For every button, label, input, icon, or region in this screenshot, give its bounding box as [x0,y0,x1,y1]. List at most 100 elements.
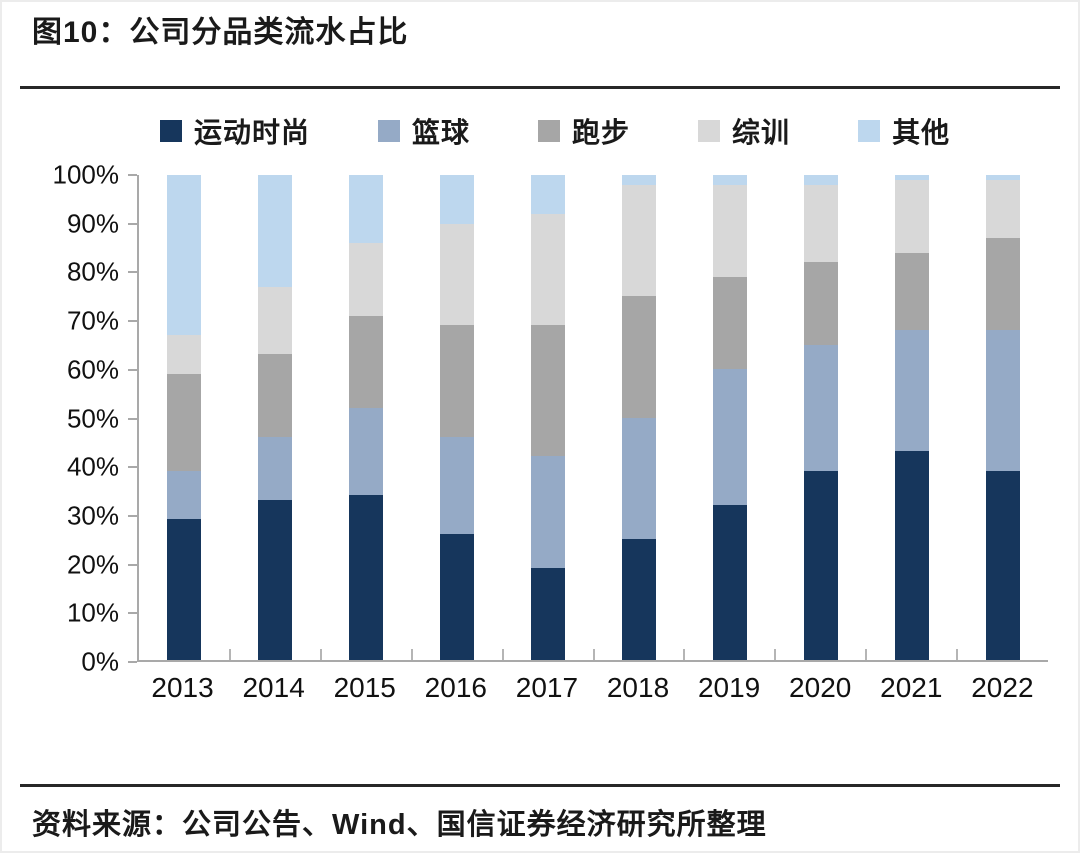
bar-segment [531,567,566,660]
stacked-bar-chart: 运动时尚 篮球 跑步 综训 其他 100% 90% 80% 70% 60% 50% 40% 30% 20… [2,111,1078,704]
bar-segment [167,335,202,374]
source-divider [20,784,1060,787]
bar-segment [258,286,293,355]
bar-slot-2019 [684,175,775,660]
bar-segment [803,184,838,263]
stacked-bar-2019 [712,175,747,660]
y-tick-label: 30% [66,500,119,531]
x-category-label: 2015 [333,672,396,703]
x-category-label: 2016 [424,672,487,703]
bar-segment [712,175,747,185]
bar-segment [349,242,384,316]
legend-label: 综训 [732,117,791,148]
y-tick-mark [128,174,137,176]
y-tick-mark [128,563,137,566]
bar-segment [894,330,929,452]
x-category-label: 2022 [971,672,1034,703]
stacked-bar-2015 [349,175,384,660]
y-tick-mark [128,320,137,323]
x-tick-mark [956,649,959,660]
bar-segment [167,519,202,660]
legend-swatch-icon [698,120,721,142]
y-tick-label: 70% [66,305,119,336]
y-tick-label: 60% [66,354,119,385]
legend-label: 运动时尚 [194,117,311,148]
y-tick-mark [128,661,137,663]
bar-segment [985,330,1020,471]
x-tick-mark [319,649,322,660]
legend-swatch-icon [538,120,561,142]
bar-segment [258,175,293,287]
bar-segment [440,175,475,224]
bar-segment [894,451,929,660]
title-divider [20,86,1060,89]
bar-segment [167,470,202,520]
bar-segment [531,456,566,568]
bar-segment [894,252,929,331]
bar-segment [531,175,566,214]
bar-segment [712,184,747,277]
bar-segment [985,179,1020,239]
bar-segment [621,417,656,539]
bar-segment [985,238,1020,331]
bar-segment [349,315,384,408]
bar-slot-2014 [230,175,321,660]
bar-segment [621,184,656,297]
bar-slot-2013 [139,175,230,660]
bar-segment [167,373,202,471]
legend-item-2: 跑步 [538,111,630,151]
x-tick-mark [865,649,868,660]
bar-segment [258,499,293,660]
bar-segment [803,344,838,471]
y-tick-label: 20% [66,549,119,580]
x-axis: 2013 2014 2015 2016 2017 2018 2019 2020 2021 2022 [137,672,1048,704]
x-category-label: 2020 [789,672,852,703]
legend-item-1: 篮球 [378,111,470,151]
bar-slot-2021 [866,175,957,660]
bar-segment [531,213,566,326]
y-tick-mark [128,466,137,469]
bar-slot-2022 [957,175,1048,660]
bar-segment [985,470,1020,660]
bar-segment [349,175,384,243]
bar-segment [894,175,929,180]
bar-segment [440,533,475,660]
y-axis: 100% 90% 80% 70% 60% 50% 40% 30% 20% 10% 0% [12,160,137,677]
bar-segment [712,504,747,660]
y-tick-label: 40% [66,451,119,482]
bar-slot-2015 [321,175,412,660]
bar-segment [621,175,656,185]
x-category-label: 2019 [697,672,761,703]
bar-segment [803,262,838,345]
x-tick-mark [501,649,504,660]
bar-segment [712,276,747,370]
bar-segment [349,407,384,496]
legend-swatch-icon [858,120,881,142]
bar-segment [985,175,1020,180]
bar-slot-2017 [503,175,594,660]
bar-slot-2018 [594,175,685,660]
y-tick-label: 80% [66,256,119,287]
bar-segment [440,223,475,326]
bar-segment [712,369,747,505]
stacked-bar-2021 [894,175,929,660]
legend-swatch-icon [378,120,401,142]
y-tick-mark [128,271,137,274]
bar-segment [440,436,475,534]
x-tick-mark [410,649,413,660]
stacked-bar-2016 [440,175,475,660]
x-category-label: 2018 [606,672,670,703]
stacked-bar-2017 [531,175,566,660]
y-tick-mark [128,514,137,517]
x-tick-mark [683,649,686,660]
y-tick-label: 50% [66,403,119,433]
bar-slot-2016 [412,175,503,660]
stacked-bar-2022 [985,175,1020,660]
legend-item-4: 其他 [858,111,950,151]
x-category-label: 2014 [242,672,305,703]
stacked-bar-2013 [167,175,202,660]
y-tick-mark [128,417,137,420]
chart-legend: 运动时尚 篮球 跑步 综训 其他 [160,111,1078,151]
bar-segment [894,179,929,253]
